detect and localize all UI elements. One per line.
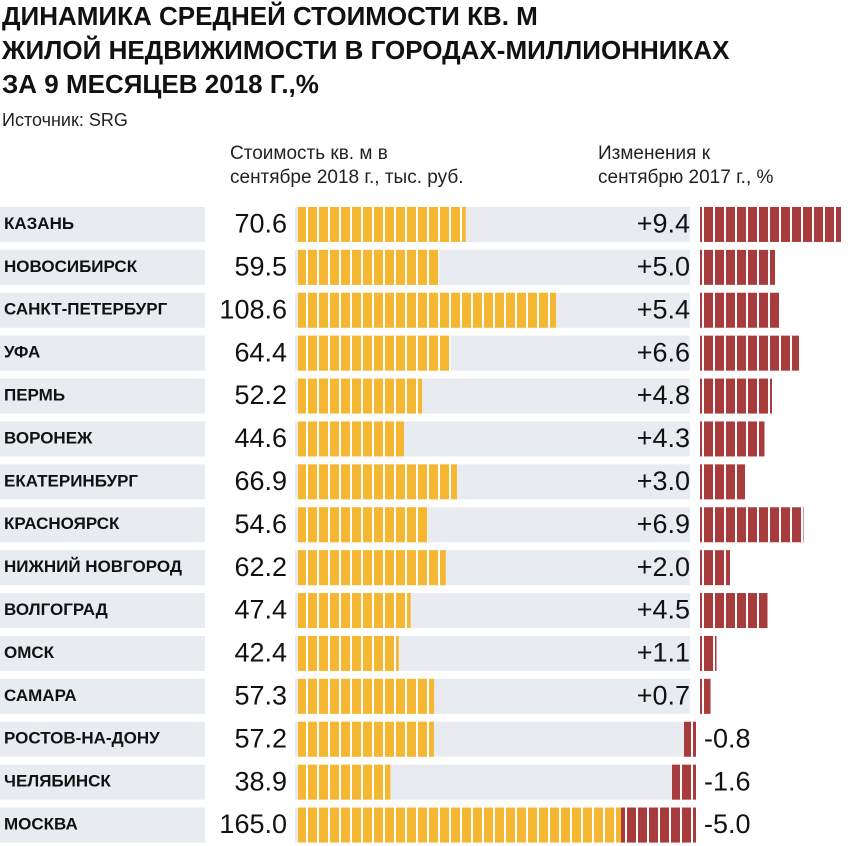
- bar-segments: [700, 550, 730, 586]
- row-band: [0, 206, 205, 242]
- bar-segments: [700, 206, 841, 242]
- value-label: -5.0: [704, 809, 751, 839]
- row-band: [0, 635, 205, 671]
- bar-segments: [298, 550, 446, 586]
- value-label: +6.9: [637, 509, 690, 539]
- row-band: [0, 292, 205, 328]
- row-band: [0, 807, 205, 843]
- row-band: [0, 550, 205, 586]
- value-label: 62.2: [234, 552, 287, 582]
- row-band: [0, 593, 205, 629]
- category-label: ВОЛГОГРАД: [4, 600, 108, 619]
- value-label: -1.6: [704, 766, 751, 796]
- row-band: [0, 721, 205, 757]
- chart-title: ДИНАМИКА СРЕДНЕЙ СТОИМОСТИ КВ. М: [2, 1, 538, 31]
- bar-segments: [700, 464, 745, 500]
- bar-segments: [298, 764, 391, 800]
- value-label: 52.2: [234, 380, 287, 410]
- row-band: [0, 678, 205, 714]
- bar-segments: [298, 292, 557, 328]
- row-band: [0, 335, 205, 371]
- value-label: +6.6: [637, 337, 690, 367]
- value-label: 38.9: [234, 766, 287, 796]
- value-label: 66.9: [234, 466, 287, 496]
- value-label: +5.4: [637, 294, 690, 324]
- row-band: [0, 507, 205, 543]
- source: Источник: SRG: [2, 110, 128, 130]
- bar-segments: [700, 593, 768, 629]
- value-label: +4.8: [637, 380, 690, 410]
- bar-segments: [700, 635, 717, 671]
- value-label: 70.6: [234, 209, 287, 239]
- value-label: 59.5: [234, 251, 287, 281]
- bar-segments: [298, 206, 466, 242]
- bar-segments: [700, 507, 804, 543]
- row-band: [0, 464, 205, 500]
- value-label: +0.7: [637, 680, 690, 710]
- legend-entry: Стоимость кв. м в сентябре 2018 г., тыс.…: [230, 143, 464, 188]
- value-label: 64.4: [234, 337, 287, 367]
- value-label: +3.0: [637, 466, 690, 496]
- bar-segments: [298, 507, 428, 543]
- bar-segments: [700, 378, 772, 414]
- value-label: +5.0: [637, 251, 690, 281]
- row-band: [0, 378, 205, 414]
- bar-segments: [298, 249, 440, 285]
- category-label: РОСТОВ-НА-ДОНУ: [4, 729, 160, 748]
- value-label: 165.0: [219, 809, 287, 839]
- category-label: НОВОСИБИРСК: [4, 257, 138, 276]
- category-label: КАЗАНЬ: [4, 214, 74, 233]
- bar-segments: [700, 249, 775, 285]
- value-label: 44.6: [234, 423, 287, 453]
- value-label: 47.4: [234, 595, 287, 625]
- bar-segments: [298, 721, 434, 757]
- row-band: [0, 421, 205, 457]
- category-label: НИЖНИЙ НОВГОРОД: [4, 557, 182, 576]
- row-band: [0, 764, 205, 800]
- category-label: КРАСНОЯРСК: [4, 514, 120, 533]
- category-label: САНКТ-ПЕТЕРБУРГ: [4, 300, 168, 319]
- bar-segments: [298, 378, 423, 414]
- category-label: САМАРА: [4, 686, 77, 705]
- value-label: +9.4: [637, 209, 690, 239]
- bar-segments: [672, 764, 696, 800]
- value-label: 54.6: [234, 509, 287, 539]
- category-label: ПЕРМЬ: [4, 386, 65, 405]
- category-label: ЧЕЛЯБИНСК: [4, 772, 111, 791]
- bar-segments: [700, 678, 711, 714]
- bar-segments: [684, 721, 696, 757]
- value-label: 57.2: [234, 723, 287, 753]
- value-label: +2.0: [637, 552, 690, 582]
- value-label: +1.1: [637, 638, 690, 668]
- bar-segments: [700, 292, 781, 328]
- category-label: ЕКАТЕРИНБУРГ: [4, 471, 138, 490]
- bar-segments: [700, 335, 799, 371]
- bar-segments: [700, 421, 765, 457]
- value-label: 108.6: [219, 294, 287, 324]
- row-band: [0, 249, 205, 285]
- legend-entry: Изменения к сентябрю 2017 г., %: [598, 143, 774, 188]
- bar-segments: [621, 807, 696, 843]
- bar-segments: [298, 678, 435, 714]
- value-label: -0.8: [704, 723, 751, 753]
- value-label: 42.4: [234, 638, 287, 668]
- category-label: ОМСК: [4, 643, 55, 662]
- bar-segments: [298, 635, 399, 671]
- category-label: ВОРОНЕЖ: [4, 428, 93, 447]
- bar-segments: [298, 464, 457, 500]
- chart-title: ЗА 9 МЕСЯЦЕВ 2018 Г.,%: [2, 69, 319, 99]
- bar-segments: [298, 335, 451, 371]
- value-label: +4.3: [637, 423, 690, 453]
- category-label: МОСКВА: [4, 815, 78, 834]
- chart-title: ЖИЛОЙ НЕДВИЖИМОСТИ В ГОРОДАХ-МИЛЛИОННИКА…: [1, 35, 730, 65]
- bar-segments: [298, 421, 404, 457]
- category-label: УФА: [4, 343, 40, 362]
- value-label: +4.5: [637, 595, 690, 625]
- bar-segments: [298, 593, 411, 629]
- value-label: 57.3: [234, 680, 287, 710]
